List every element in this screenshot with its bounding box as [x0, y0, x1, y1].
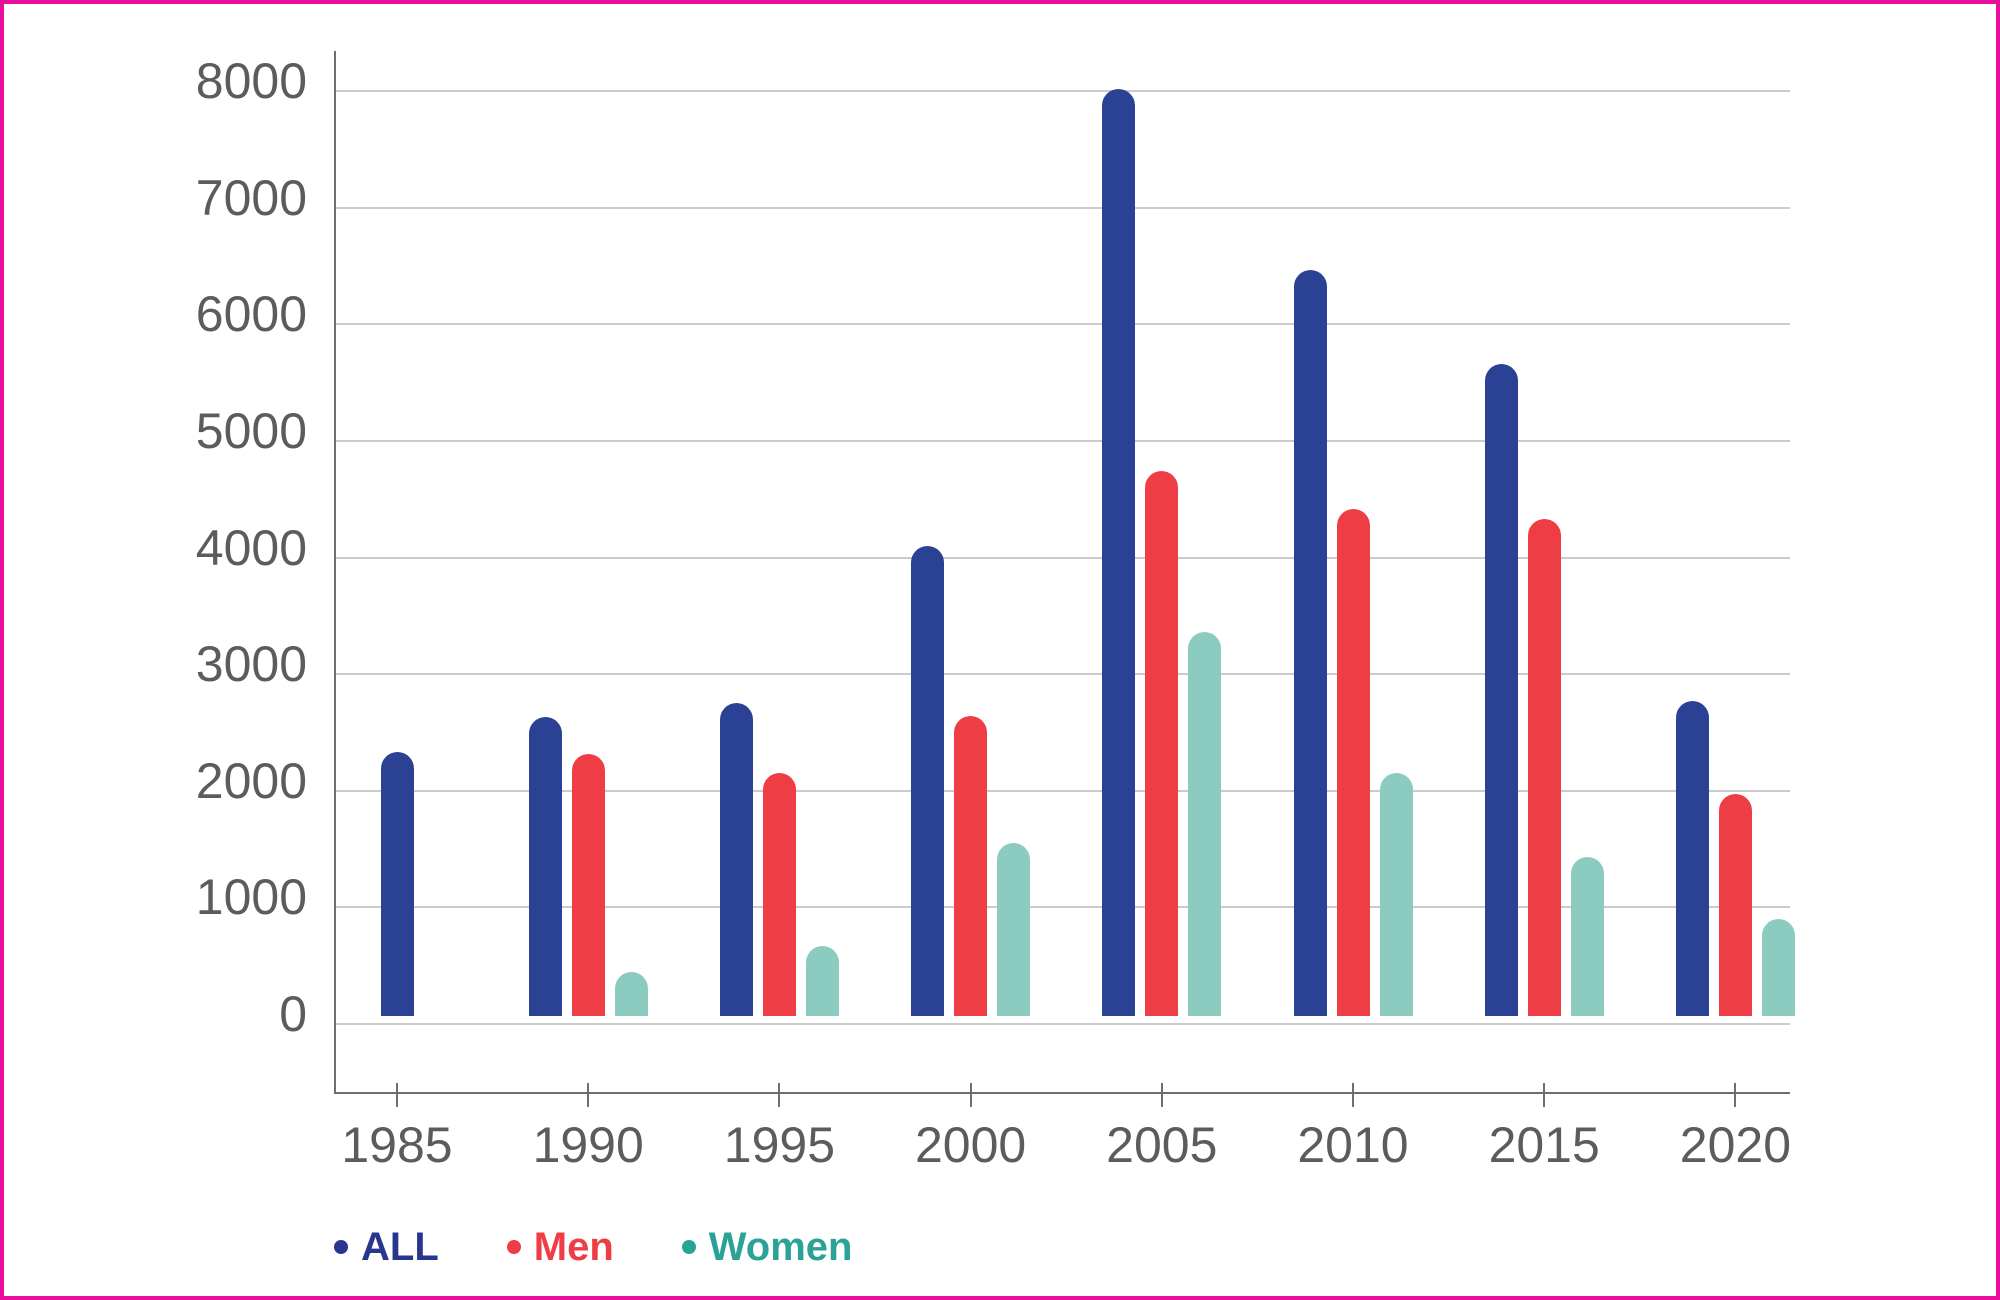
bar-group-2010	[1293, 43, 1413, 1016]
x-tick-label-2005: 2005	[1106, 1117, 1218, 1173]
legend-label-women: Women	[708, 1225, 853, 1269]
gridline-3000	[336, 673, 1790, 676]
gridline-5000	[336, 439, 1790, 442]
bar-all-1990	[528, 717, 562, 1016]
bar-group-1995	[719, 43, 839, 1016]
bar-group-1985	[337, 43, 457, 1016]
x-tick-1985	[396, 1083, 398, 1107]
legend-label-men: Men	[533, 1225, 614, 1269]
gridline-4000	[336, 556, 1790, 559]
bar-men-2000	[954, 716, 988, 1016]
x-tick-label-2000: 2000	[914, 1117, 1027, 1173]
bar-group-2005	[1102, 43, 1222, 1016]
bar-women-2000	[997, 843, 1031, 1016]
gridline-0	[336, 1023, 1790, 1025]
bar-all-1995	[719, 703, 753, 1016]
bar-men-1995	[762, 773, 796, 1016]
gridline-6000	[336, 323, 1790, 326]
bar-all-2020	[1675, 701, 1709, 1016]
legend-dot-women	[681, 1240, 696, 1254]
bar-group-2015	[1484, 43, 1604, 1016]
gridline-7000	[336, 206, 1790, 209]
x-tick-2005	[1160, 1083, 1163, 1107]
bar-all-2015	[1484, 364, 1518, 1016]
bar-men-1990	[571, 754, 605, 1016]
x-tick-2015	[1543, 1083, 1546, 1107]
bar-women-1995	[805, 946, 839, 1016]
x-tick-label-2020: 2020	[1679, 1117, 1791, 1173]
y-tick-label-2000: 2000	[195, 752, 307, 809]
x-tick-2020	[1734, 1083, 1737, 1107]
bar-men-2005	[1145, 471, 1179, 1016]
y-tick-label-1000: 1000	[195, 869, 307, 926]
bar-all-1985	[380, 752, 414, 1016]
x-tick-2010	[1352, 1083, 1354, 1107]
legend-dot-all	[334, 1240, 348, 1254]
bar-group-2000	[911, 43, 1031, 1016]
y-tick-label-3000: 3000	[195, 636, 307, 693]
x-tick-1995	[778, 1083, 781, 1107]
x-tick-label-1995: 1995	[723, 1117, 835, 1173]
bar-group-1990	[528, 43, 648, 1016]
bar-women-2005	[1188, 632, 1222, 1016]
y-tick-label-5000: 5000	[195, 402, 307, 459]
bar-women-2015	[1570, 857, 1604, 1016]
x-tick-2000	[969, 1083, 972, 1107]
y-tick-label-4000: 4000	[195, 519, 307, 576]
legend-label-all: ALL	[361, 1225, 439, 1269]
y-tick-label-7000: 7000	[195, 169, 307, 226]
legend-item-women: Women	[681, 1225, 853, 1269]
legend-item-men: Men	[506, 1225, 614, 1269]
bar-men-2010	[1336, 509, 1370, 1016]
bar-women-2020	[1761, 919, 1795, 1016]
bar-men-2015	[1527, 519, 1561, 1016]
y-axis-line	[334, 51, 336, 1094]
x-tick-label-1990: 1990	[532, 1117, 644, 1173]
gridline-2000	[336, 789, 1790, 792]
gridline-1000	[336, 906, 1790, 909]
x-axis-line	[334, 1092, 1790, 1094]
y-tick-label-0: 0	[279, 986, 307, 1042]
chart-legend: ALL Men Women	[334, 1222, 852, 1272]
bar-men-2020	[1718, 794, 1752, 1016]
x-tick-1990	[587, 1083, 590, 1107]
x-tick-label-2010: 2010	[1297, 1117, 1409, 1173]
bar-group-2020	[1675, 43, 1795, 1016]
bar-women-1990	[614, 972, 648, 1016]
gridline-8000	[336, 90, 1790, 92]
bar-women-2010	[1379, 773, 1413, 1016]
y-tick-label-6000: 6000	[195, 286, 307, 343]
y-tick-label-8000: 8000	[195, 53, 307, 109]
legend-dot-men	[506, 1240, 521, 1254]
legend-item-all: ALL	[334, 1227, 439, 1267]
x-tick-label-2015: 2015	[1488, 1117, 1600, 1173]
bar-all-2010	[1293, 270, 1327, 1016]
bar-all-2005	[1102, 89, 1136, 1016]
bar-all-2000	[911, 546, 945, 1016]
x-tick-label-1985: 1985	[341, 1117, 453, 1173]
